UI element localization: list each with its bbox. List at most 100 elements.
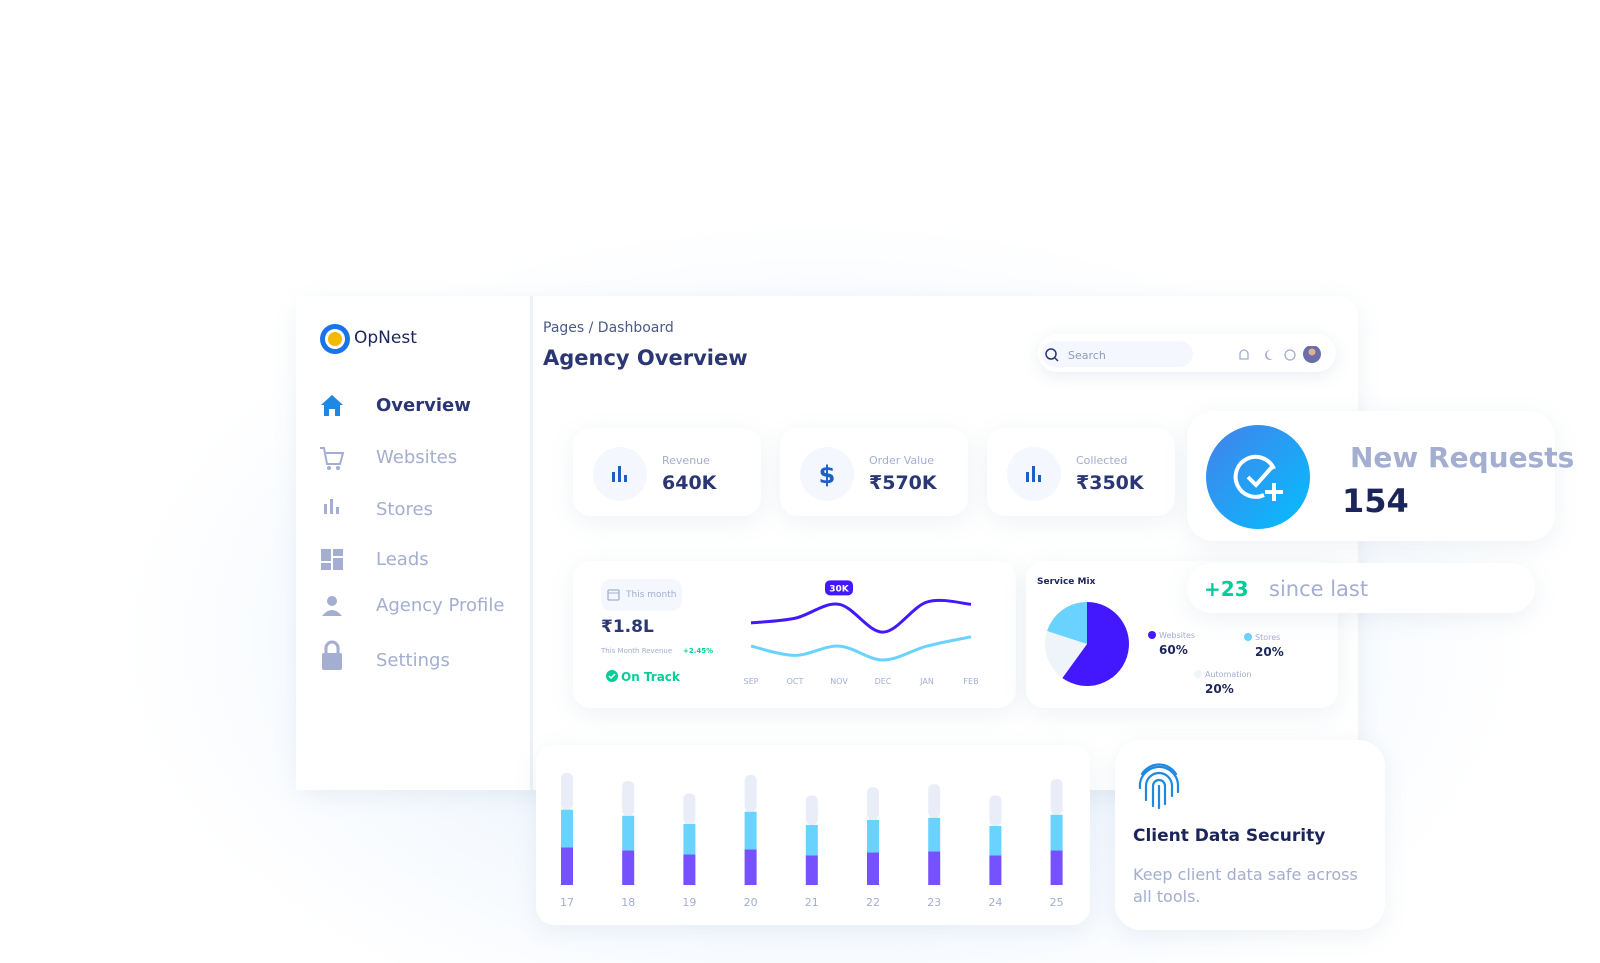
x-tick-label: FEB — [963, 677, 978, 686]
svg-text:$: $ — [819, 461, 836, 489]
fingerprint-icon — [1138, 763, 1180, 810]
legend-dot — [1194, 670, 1202, 678]
legend-label: Automation — [1205, 670, 1252, 679]
bar-segment — [1050, 850, 1063, 885]
requests-icon — [1206, 425, 1310, 529]
x-tick-label: 17 — [560, 896, 574, 909]
x-tick-label: 18 — [621, 896, 635, 909]
line — [750, 598, 972, 634]
nav-item[interactable]: Settings — [376, 650, 450, 671]
legend-dot — [1244, 633, 1252, 641]
security-title: Client Data Security — [1133, 826, 1326, 846]
bar-segment — [867, 787, 879, 820]
x-tick-label: 20 — [744, 896, 758, 909]
nav-item[interactable]: Stores — [376, 499, 433, 520]
bar-segment — [1050, 779, 1063, 815]
bar-segment — [622, 815, 635, 851]
nav-icons — [320, 395, 345, 670]
pie-slice — [1045, 631, 1087, 678]
bar-segment — [867, 819, 879, 853]
bar-segment — [928, 784, 941, 818]
security-text: Keep client data safe across all tools. — [1133, 865, 1358, 906]
revenue-caption: This Month Revenue — [601, 647, 673, 655]
stat-label: Collected — [1076, 454, 1128, 467]
bar-segment — [928, 817, 941, 852]
bar-segment — [989, 855, 1002, 885]
nav-item[interactable]: Websites — [376, 447, 458, 468]
logo — [320, 324, 350, 354]
legend-dot — [1148, 631, 1156, 639]
bar-segment — [561, 773, 573, 810]
bar-segment — [928, 851, 941, 885]
x-tick-label: 21 — [805, 896, 819, 909]
period: This month — [626, 590, 677, 600]
security-card — [1115, 740, 1385, 930]
legend-label: Websites — [1159, 631, 1195, 640]
sidebar — [296, 296, 533, 790]
breadcrumb: Pages / Dashboard — [543, 320, 674, 336]
nav-item[interactable]: Agency Profile — [376, 595, 505, 616]
requests-title: New Requests — [1350, 441, 1575, 474]
stat-value: ₹350K — [1076, 472, 1144, 494]
bar-segment — [867, 852, 879, 885]
stat-value: ₹570K — [869, 472, 937, 494]
x-tick-label: 25 — [1050, 896, 1064, 909]
bar-segment — [622, 850, 635, 885]
value-label: 60% — [1159, 643, 1188, 657]
search-placeholder: Search — [1068, 349, 1106, 362]
calendar-icon — [607, 589, 620, 601]
toolbar-icons — [1045, 346, 1321, 363]
x-tick-label: JAN — [919, 677, 934, 686]
value-label: 20% — [1255, 645, 1284, 659]
period-pill[interactable] — [601, 579, 682, 611]
bar-segment — [805, 795, 818, 825]
status: On Track — [621, 670, 680, 684]
x-tick-label: 22 — [866, 896, 880, 909]
bar-segment — [683, 823, 696, 855]
bar-segment — [744, 811, 757, 850]
bar-segment — [989, 825, 1002, 856]
bar-segment — [561, 809, 573, 848]
x-tick-label: NOV — [830, 677, 848, 686]
stat-label: Order Value — [869, 454, 934, 467]
bar-segment — [805, 824, 818, 856]
requests-count: 154 — [1342, 482, 1409, 520]
stat-label: Revenue — [662, 454, 710, 467]
x-tick-label: OCT — [787, 677, 804, 686]
pie-slice — [1047, 602, 1087, 644]
bar-segment — [561, 847, 573, 885]
bar-segment — [744, 849, 757, 885]
revenue-change: +2.45% — [683, 647, 714, 655]
x-tick-label: 19 — [682, 896, 696, 909]
bar-segment — [805, 855, 818, 885]
chart-title: Service Mix — [1037, 577, 1096, 587]
x-tick-label: 24 — [988, 896, 1002, 909]
value-label: 20% — [1205, 682, 1234, 696]
bar-segment — [744, 775, 757, 812]
page-title: Agency Overview — [543, 346, 748, 370]
bar-segment — [622, 781, 635, 816]
x-tick-label: DEC — [875, 677, 892, 686]
x-tick-label: 23 — [927, 896, 941, 909]
nav-item[interactable]: Leads — [376, 549, 429, 570]
legend-label: Stores — [1255, 633, 1280, 642]
value-badge — [825, 580, 853, 596]
stat-icons: $ — [593, 447, 1061, 501]
bar-segment — [989, 795, 1002, 826]
nav-item[interactable]: Overview — [376, 395, 471, 416]
delta-pill — [1187, 563, 1535, 613]
check-icon — [606, 670, 618, 682]
bar-segment — [683, 854, 696, 885]
delta: +23 — [1204, 577, 1249, 601]
x-tick-label: SEP — [744, 677, 759, 686]
value-label: 30K — [829, 584, 850, 594]
search-box[interactable] — [1042, 341, 1193, 367]
pie-slice — [1062, 602, 1129, 686]
revenue-amount: ₹1.8L — [601, 617, 654, 637]
bar-segment — [683, 793, 696, 824]
brand: OpNest — [354, 328, 417, 348]
delta-label: since last — [1269, 577, 1369, 601]
bar-segment — [1050, 814, 1063, 851]
